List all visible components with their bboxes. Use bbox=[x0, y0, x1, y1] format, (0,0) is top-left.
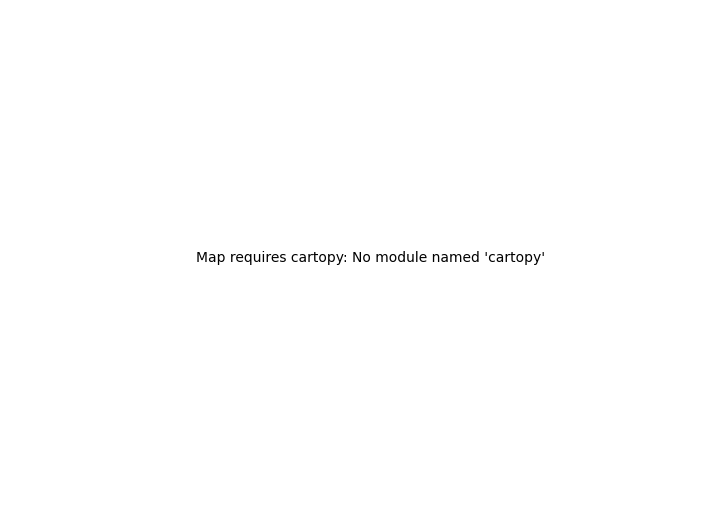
Text: Map requires cartopy: No module named 'cartopy': Map requires cartopy: No module named 'c… bbox=[196, 251, 546, 265]
